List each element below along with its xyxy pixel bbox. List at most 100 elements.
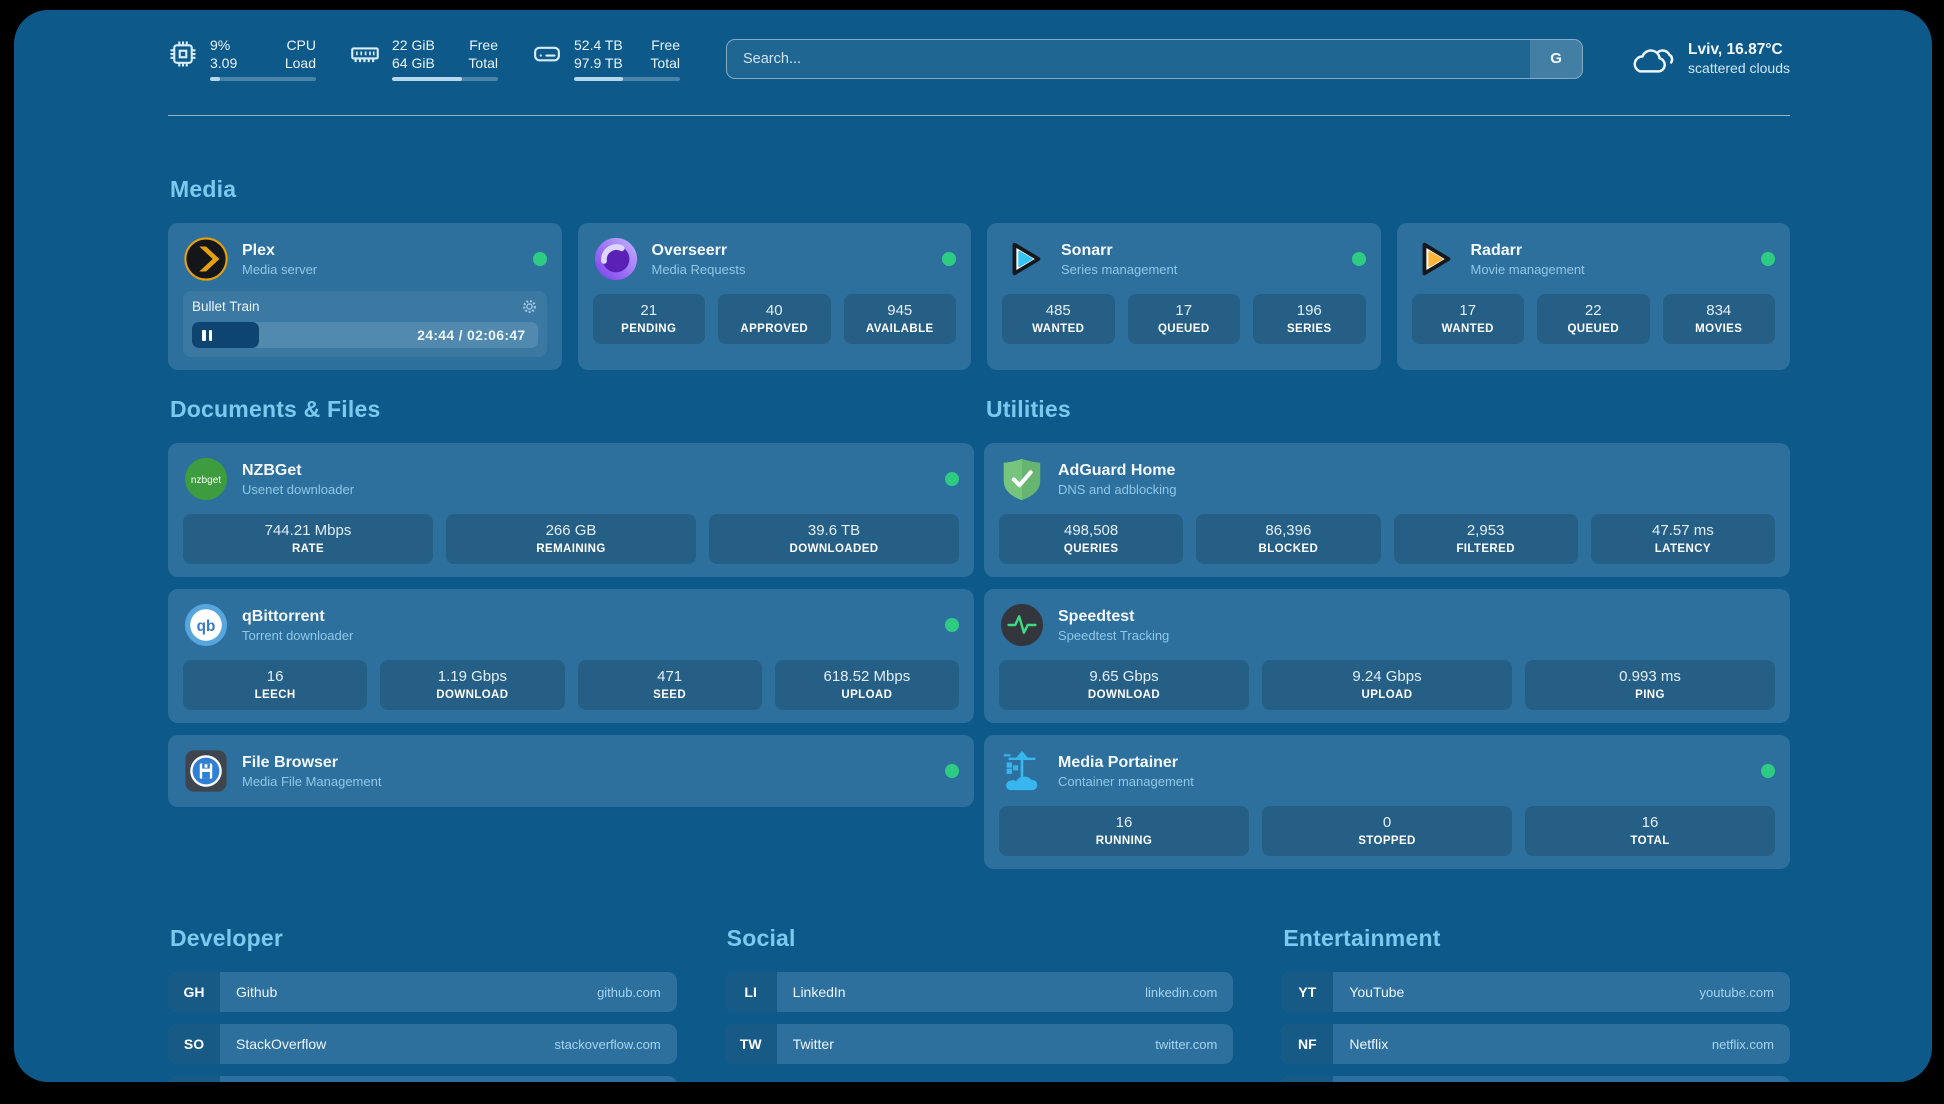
stat-tile: 618.52 Mbps UPLOAD bbox=[774, 660, 959, 711]
stat-value: 744.21 Mbps bbox=[264, 522, 352, 540]
bookmark-netflix[interactable]: NF Netflix netflix.com bbox=[1281, 1024, 1790, 1065]
bookmark-stackoverflow[interactable]: SO StackOverflow stackoverflow.com bbox=[168, 1024, 677, 1065]
stat-value: 17 bbox=[1175, 302, 1193, 320]
service-card-file-browser[interactable]: File Browser Media File Management bbox=[168, 735, 974, 808]
service-card-sonarr[interactable]: Sonarr Series management 485 WANTED 17 QUEUED… bbox=[987, 223, 1381, 371]
search-engine-button[interactable]: G bbox=[1530, 39, 1583, 78]
service-header: qb qBittorrent Torrent downloader bbox=[183, 602, 959, 648]
status-online-dot bbox=[1351, 252, 1366, 267]
service-card-adguard-home[interactable]: AdGuard Home DNS and adblocking 498,508 QUE… bbox=[984, 443, 1790, 578]
service-name: Plex bbox=[242, 242, 275, 260]
service-titles: Media Portainer Container management bbox=[1058, 753, 1194, 789]
cpu-widget: 9% CPU 3.09 Load bbox=[168, 36, 316, 82]
service-card-radarr[interactable]: Radarr Movie management 17 WANTED 22 QUEUED 83… bbox=[1396, 223, 1790, 371]
stat-label: LEECH bbox=[254, 689, 296, 702]
service-card-media-portainer[interactable]: Media Portainer Container management 16 RUN… bbox=[984, 735, 1790, 870]
bookmark-name: StackOverflow bbox=[236, 1036, 327, 1053]
bookmark-name: Reddit bbox=[1333, 1076, 1389, 1082]
bookmark-twitter[interactable]: TW Twitter twitter.com bbox=[724, 1024, 1234, 1065]
stat-value: 21 bbox=[640, 302, 658, 320]
sonarr-icon bbox=[1002, 236, 1048, 282]
status-online-dot bbox=[1761, 764, 1775, 779]
service-subtitle: DNS and adblocking bbox=[1058, 482, 1177, 498]
service-header: nzbget NZBGet Usenet downloader bbox=[183, 456, 959, 502]
bookmark-reddit[interactable]: REReddit reddit.com bbox=[1281, 1076, 1790, 1082]
status-online-dot bbox=[945, 764, 959, 779]
disk-readout: 52.4 TB Free 97.9 TB Total bbox=[574, 36, 680, 82]
media-cards-grid: Plex Media server Bullet Train 24:44 / 02:0… bbox=[168, 223, 1790, 371]
dashboard-panel: 9% CPU 3.09 Load bbox=[14, 10, 1932, 1082]
bookmarks-area: Developer GH Github github.com SO StackOverfl… bbox=[168, 925, 1790, 1082]
service-header: Plex Media server bbox=[183, 236, 547, 282]
service-stats: 17 WANTED 22 QUEUED 834 MOVIES bbox=[1411, 294, 1775, 345]
gear-icon[interactable] bbox=[521, 298, 538, 315]
stat-label: DOWNLOADED bbox=[789, 543, 879, 556]
scattered-clouds-icon bbox=[1629, 39, 1675, 79]
stat-tile: 16 TOTAL bbox=[1525, 806, 1775, 857]
service-stats: 16 RUNNING 0 STOPPED 16 TOTAL bbox=[999, 806, 1775, 857]
service-header: AdGuard Home DNS and adblocking bbox=[999, 456, 1775, 502]
svg-text:qb: qb bbox=[197, 618, 216, 635]
service-titles: Overseerr Media Requests bbox=[652, 241, 746, 277]
stat-tile: 17 WANTED bbox=[1411, 294, 1524, 345]
header-divider bbox=[168, 115, 1790, 117]
pause-icon[interactable] bbox=[202, 329, 212, 341]
stat-tile: 485 WANTED bbox=[1002, 294, 1115, 345]
weather-widget[interactable]: Lviv, 16.87°C scattered clouds bbox=[1629, 39, 1790, 79]
section-documents-files: Documents & Files nzbget NZBGet Usenet dow… bbox=[168, 396, 974, 869]
bookmark-url: stackoverflow.com bbox=[554, 1036, 661, 1052]
bookmark-linkedin[interactable]: LI LinkedIn linkedin.com bbox=[724, 972, 1234, 1013]
stat-value: 485 bbox=[1045, 302, 1071, 320]
playback-progress-fill bbox=[192, 322, 260, 349]
bookmark-name: YouTube bbox=[1349, 984, 1405, 1001]
stat-tile: 86,396 BLOCKED bbox=[1196, 514, 1381, 565]
svg-text:nzbget: nzbget bbox=[191, 475, 221, 486]
service-card-plex[interactable]: Plex Media server Bullet Train 24:44 / 02:0… bbox=[168, 223, 562, 371]
stat-tile: 471 SEED bbox=[577, 660, 762, 711]
status-online-dot bbox=[1761, 252, 1775, 267]
service-name: NZBGet bbox=[242, 462, 302, 480]
bookmark-abbr: SO bbox=[168, 1024, 220, 1065]
bookmark-name: LinkedIn bbox=[792, 984, 846, 1001]
search-bar: G bbox=[726, 38, 1584, 79]
bookmark-abbr: NF bbox=[1281, 1024, 1334, 1065]
stat-label: REMAINING bbox=[536, 543, 606, 556]
stat-tile: 16 RUNNING bbox=[999, 806, 1249, 857]
stat-value: 196 bbox=[1296, 302, 1322, 320]
service-card-nzbget[interactable]: nzbget NZBGet Usenet downloader 744.21 Mbps… bbox=[168, 443, 974, 578]
cpu-progress-fill bbox=[210, 77, 220, 82]
stat-tile: 17 QUEUED bbox=[1127, 294, 1240, 345]
bookmark-dev[interactable]: DTDEV dev.to bbox=[168, 1076, 677, 1082]
stat-value: 86,396 bbox=[1265, 522, 1312, 540]
service-titles: Radarr Movie management bbox=[1471, 241, 1585, 277]
playback-progress-bar[interactable]: 24:44 / 02:06:47 bbox=[192, 322, 538, 349]
service-subtitle: Speedtest Tracking bbox=[1058, 628, 1170, 644]
service-card-speedtest[interactable]: Speedtest Speedtest Tracking 9.65 Gbps DOWN… bbox=[984, 589, 1790, 724]
stat-tile: 1.19 Gbps DOWNLOAD bbox=[380, 660, 565, 711]
bookmark-url: dev.to bbox=[626, 1076, 676, 1082]
search-input[interactable] bbox=[727, 39, 1531, 78]
now-playing-title: Bullet Train bbox=[192, 299, 260, 315]
bookmark-url: netflix.com bbox=[1711, 1036, 1774, 1052]
bookmark-github[interactable]: GH Github github.com bbox=[168, 972, 677, 1013]
memory-icon bbox=[350, 36, 380, 69]
bookmark-youtube[interactable]: YT YouTube youtube.com bbox=[1281, 972, 1790, 1013]
service-name: File Browser bbox=[242, 754, 339, 772]
stat-value: 22 bbox=[1584, 302, 1602, 320]
adguard-icon bbox=[999, 456, 1045, 502]
stat-label: FILTERED bbox=[1456, 543, 1515, 556]
bookmark-url: linkedin.com bbox=[1145, 984, 1218, 1000]
memory-progress-fill bbox=[392, 77, 462, 82]
service-card-qbittorrent[interactable]: qb qBittorrent Torrent downloader 16 LEECH 1.… bbox=[168, 589, 974, 724]
stat-tile: 266 GB REMAINING bbox=[446, 514, 696, 565]
service-stats: 21 PENDING 40 APPROVED 945 AVAILABLE bbox=[592, 294, 956, 345]
stat-tile: 744.21 Mbps RATE bbox=[183, 514, 433, 565]
stat-label: DOWNLOAD bbox=[1087, 689, 1161, 702]
system-stats: 9% CPU 3.09 Load bbox=[168, 36, 680, 82]
status-online-dot bbox=[945, 618, 959, 633]
bookmark-url: github.com bbox=[597, 984, 661, 1000]
service-card-overseerr[interactable]: Overseerr Media Requests 21 PENDING 40 APPROV… bbox=[577, 223, 971, 371]
disk-progress-fill bbox=[574, 77, 623, 82]
stat-tile: 9.24 Gbps UPLOAD bbox=[1262, 660, 1512, 711]
service-subtitle: Movie management bbox=[1470, 262, 1585, 278]
